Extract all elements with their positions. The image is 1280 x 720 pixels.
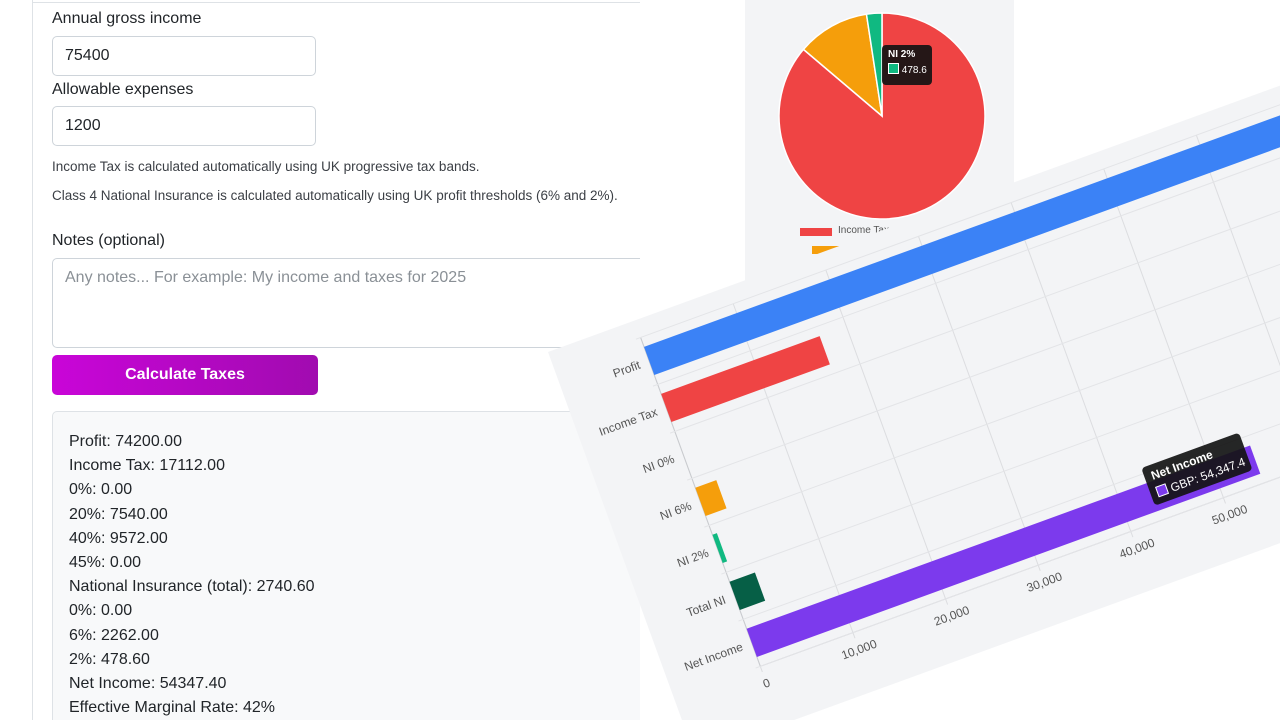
income-tax-note: Income Tax is calculated automatically u… [52,159,480,174]
bar-income-tax[interactable] [661,336,830,423]
pie-tooltip-value: 478.6 [901,65,927,76]
bar-gridline [640,337,763,673]
bar-gridline [732,303,856,639]
tax-form-panel: Annual gross income 75400 Allowable expe… [32,0,640,720]
calculate-taxes-button[interactable]: Calculate Taxes [52,355,318,395]
bar-tooltip-value: GBP: 54,347.4 [1168,455,1247,495]
result-marginal-rate: Effective Marginal Rate: 42% [69,699,276,717]
result-band-20: 20%: 7540.00 [69,505,168,523]
bar-gridline [1195,134,1280,470]
pie-legend-label[interactable]: Income Tax [838,225,889,236]
pie-tooltip-title: NI 2% [888,49,916,60]
gross-income-input[interactable]: 75400 [52,36,316,76]
pie-legend-swatch [812,246,844,254]
bar-category-label-ni-6-: NI 6% [658,499,694,523]
result-net-income: Net Income: 54347.40 [69,675,227,693]
bar-gridline [918,236,1041,572]
bar-gridline [704,288,1280,528]
bar-x-tick-label: 40,000 [1117,535,1157,561]
result-profit: Profit: 74200.00 [69,433,182,450]
bar-y-axis [640,337,761,667]
panel-top-border [32,2,640,3]
gross-income-label: Annual gross income [52,10,202,27]
bar-tooltip-swatch [1155,483,1170,498]
pie-legend-swatch [900,228,932,236]
result-band-45: 45%: 0.00 [69,554,142,572]
bar-category-label-total-ni: Total NI [685,593,728,620]
pie-chart [778,12,986,220]
pie-legend-swatch [800,228,832,236]
bar-x-tick-label: 50,000 [1210,502,1250,528]
result-ni-total: National Insurance (total): 2740.60 [69,578,315,596]
panel-border [32,0,33,720]
pie-legend-label[interactable]: NI 6% [850,243,878,254]
expenses-label: Allowable expenses [52,81,194,98]
bar-gridline [1010,202,1134,538]
notes-textarea[interactable]: Any notes... For example: My income and … [52,258,640,348]
bar-gridline [825,269,949,605]
bar-category-label-ni-0-: NI 0% [641,452,677,476]
result-ni-0: 0%: 0.00 [69,602,133,620]
ni-note: Class 4 National Insurance is calculated… [52,188,618,203]
pie-chart-panel: Income Tax NI 0% NI 6% NI 2% 478.6 [745,0,1014,281]
bar-net-income[interactable] [746,445,1261,657]
result-ni-2: 2%: 478.60 [69,650,150,668]
bar-x-tick-label: 10,000 [839,637,879,663]
bar-gridline [738,382,1280,622]
result-income-tax: Income Tax: 17112.00 [69,457,225,475]
bar-gridline [755,429,1280,669]
result-band-0: 0%: 0.00 [69,481,133,499]
pie-tooltip-swatch [888,63,899,74]
bar-x-tick-label: 20,000 [932,603,972,629]
result-band-40: 40%: 9572.00 [69,529,168,547]
pie-tooltip: NI 2% 478.6 [882,45,932,85]
bar-x-tick-label: 30,000 [1025,569,1065,595]
bar-category-label-ni-2-: NI 2% [675,546,711,570]
notes-label: Notes (optional) [52,232,165,249]
bar-category-label-net-income: Net Income [682,640,745,674]
bar-gridline [721,335,1280,575]
expenses-input[interactable]: 1200 [52,106,316,146]
bar-x-axis [760,429,1280,667]
bar-tooltip-title: Net Income [1149,447,1215,482]
bar-total-ni[interactable] [729,572,766,610]
result-ni-6: 6%: 2262.00 [69,626,159,644]
bar-ni-6-[interactable] [695,480,727,516]
pie-legend-label[interactable]: NI 0% [937,225,965,236]
bar-gridline [1103,168,1226,504]
bar-x-tick-label: 0 [761,675,772,691]
results-box: Profit: 74200.00 Income Tax: 17112.00 0%… [52,411,640,720]
bar-ni-2-[interactable] [712,533,728,563]
